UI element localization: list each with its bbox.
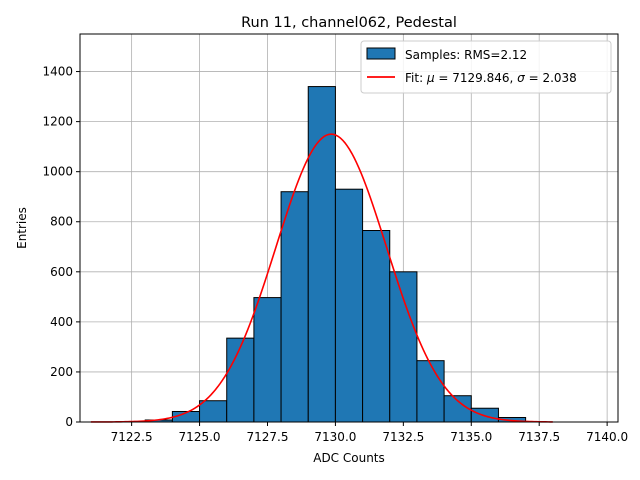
histogram-bar	[253, 297, 282, 423]
legend-fit-sigma-value: = 2.038	[525, 71, 577, 85]
y-tick-label: 400	[50, 315, 73, 329]
fit-curve-layer	[90, 133, 553, 423]
x-tick-label: 7132.5	[382, 430, 424, 444]
y-tick-label: 200	[50, 365, 73, 379]
legend-histogram-label: Samples: RMS=2.12	[405, 48, 527, 62]
legend-box	[360, 40, 612, 94]
histogram-bar	[226, 337, 255, 423]
x-tick-label: 7137.5	[518, 430, 560, 444]
y-tick-label: 1200	[42, 115, 73, 129]
y-tick-label: 1000	[42, 165, 73, 179]
x-tick-label: 7135.0	[450, 430, 492, 444]
y-tick-label: 1400	[42, 65, 73, 79]
legend-fit-sigma-symbol: σ	[517, 71, 525, 85]
histogram-bar	[389, 271, 418, 423]
legend-fit-prefix: Fit:	[405, 71, 427, 85]
histogram-bar	[416, 360, 445, 423]
plot-frame	[79, 33, 619, 423]
chart-title: Run 11, channel062, Pedestal	[241, 15, 457, 31]
y-tick-label: 0	[65, 415, 73, 429]
histogram-bar	[199, 400, 228, 423]
histogram-bar	[280, 191, 309, 423]
x-tick-label: 7122.5	[111, 430, 153, 444]
y-axis-ticks: 0 200 400 600 800 1000 1200 1400	[42, 65, 80, 429]
y-axis-label: Entries	[15, 207, 29, 249]
histogram-bar	[362, 230, 391, 423]
fit-curve	[90, 133, 553, 423]
x-tick-label: 7140.0	[586, 430, 628, 444]
y-tick-label: 600	[50, 265, 73, 279]
y-tick-label: 800	[50, 215, 73, 229]
x-axis-ticks: 7122.5 7125.0 7127.5 7130.0 7132.5 7135.0 7137…	[111, 422, 628, 444]
x-axis-label: ADC Counts	[313, 451, 385, 465]
histogram-bar	[334, 188, 364, 423]
legend: Samples: RMS=2.12 Fit: μ = 7129.846, σ =…	[360, 40, 612, 94]
x-tick-label: 7125.0	[179, 430, 221, 444]
legend-fit-mu-value: = 7129.846,	[435, 71, 518, 85]
legend-fit-label: Fit: μ = 7129.846, σ = 2.038	[405, 71, 577, 85]
x-tick-label: 7130.0	[314, 430, 356, 444]
histogram-bar	[307, 86, 336, 423]
histogram-bar	[443, 395, 472, 423]
x-tick-label: 7127.5	[246, 430, 288, 444]
legend-histogram-swatch	[366, 47, 396, 60]
legend-fit-mu-symbol: μ	[426, 71, 435, 85]
